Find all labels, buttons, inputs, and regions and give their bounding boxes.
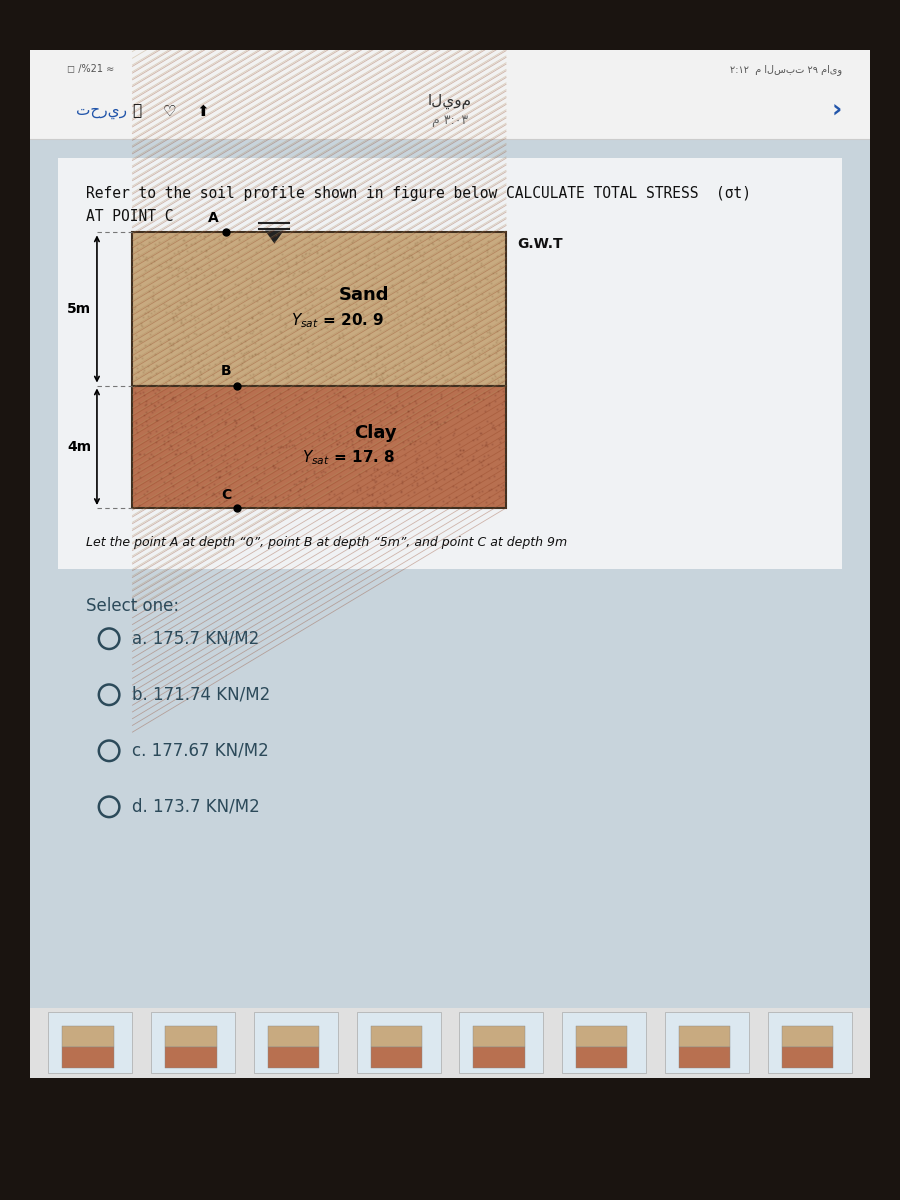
FancyBboxPatch shape [768, 1013, 851, 1073]
FancyBboxPatch shape [58, 157, 842, 569]
FancyBboxPatch shape [576, 1026, 627, 1046]
FancyBboxPatch shape [254, 1013, 338, 1073]
Polygon shape [266, 230, 284, 244]
Text: Refer to the soil profile shown in figure below CALCULATE TOTAL STRESS  (σt): Refer to the soil profile shown in figur… [86, 186, 751, 200]
Text: c. 177.67 KN/M2: c. 177.67 KN/M2 [132, 742, 269, 760]
Text: b. 171.74 KN/M2: b. 171.74 KN/M2 [132, 685, 271, 703]
FancyBboxPatch shape [30, 50, 870, 139]
FancyBboxPatch shape [165, 1046, 217, 1068]
FancyBboxPatch shape [165, 1026, 217, 1046]
Text: B: B [220, 364, 231, 378]
FancyBboxPatch shape [49, 1013, 132, 1073]
Text: م ۳:۰۳: م ۳:۰۳ [432, 114, 468, 127]
FancyBboxPatch shape [268, 1046, 320, 1068]
Text: G.W.T: G.W.T [518, 238, 562, 251]
Text: 5m: 5m [68, 302, 91, 316]
Text: ♡: ♡ [163, 103, 176, 119]
FancyBboxPatch shape [132, 385, 506, 508]
FancyBboxPatch shape [665, 1013, 749, 1073]
FancyBboxPatch shape [356, 1013, 441, 1073]
Text: $Y_{sat}$ = 20. 9: $Y_{sat}$ = 20. 9 [292, 311, 384, 330]
FancyBboxPatch shape [679, 1046, 730, 1068]
Text: d. 173.7 KN/M2: d. 173.7 KN/M2 [132, 798, 260, 816]
FancyBboxPatch shape [30, 1008, 870, 1078]
Text: Let the point A at depth “0”, point B at depth “5m”, and point C at depth 9m: Let the point A at depth “0”, point B at… [86, 536, 567, 550]
Text: Sand: Sand [338, 286, 390, 304]
Text: تحرير: تحرير [76, 103, 128, 119]
FancyBboxPatch shape [62, 1026, 113, 1046]
Text: Select one:: Select one: [86, 596, 179, 614]
FancyBboxPatch shape [30, 139, 870, 1008]
FancyBboxPatch shape [371, 1026, 422, 1046]
Text: a. 175.7 KN/M2: a. 175.7 KN/M2 [132, 630, 260, 648]
FancyBboxPatch shape [62, 1046, 113, 1068]
Text: C: C [221, 488, 231, 503]
FancyBboxPatch shape [473, 1026, 525, 1046]
FancyBboxPatch shape [562, 1013, 646, 1073]
FancyBboxPatch shape [132, 233, 506, 385]
FancyBboxPatch shape [679, 1026, 730, 1046]
Text: 4m: 4m [68, 439, 91, 454]
Text: A: A [208, 211, 219, 224]
FancyBboxPatch shape [371, 1046, 422, 1068]
FancyBboxPatch shape [576, 1046, 627, 1068]
FancyBboxPatch shape [473, 1046, 525, 1068]
FancyBboxPatch shape [781, 1046, 833, 1068]
Text: 🗑: 🗑 [132, 103, 141, 119]
Text: ◻ /%21 ≈: ◻ /%21 ≈ [68, 65, 114, 74]
Text: ›: › [832, 100, 842, 124]
Text: $Y_{sat}$ = 17. 8: $Y_{sat}$ = 17. 8 [302, 449, 396, 467]
Text: ⬆: ⬆ [196, 103, 209, 119]
Text: ۲:۱۲  م السبت ۲۹ مایو: ۲:۱۲ م السبت ۲۹ مایو [730, 65, 842, 76]
FancyBboxPatch shape [268, 1026, 320, 1046]
FancyBboxPatch shape [459, 1013, 544, 1073]
FancyBboxPatch shape [781, 1026, 833, 1046]
Text: Clay: Clay [354, 424, 397, 442]
Text: اليوم: اليوم [428, 94, 472, 109]
Text: AT POINT C: AT POINT C [86, 209, 173, 224]
FancyBboxPatch shape [151, 1013, 235, 1073]
